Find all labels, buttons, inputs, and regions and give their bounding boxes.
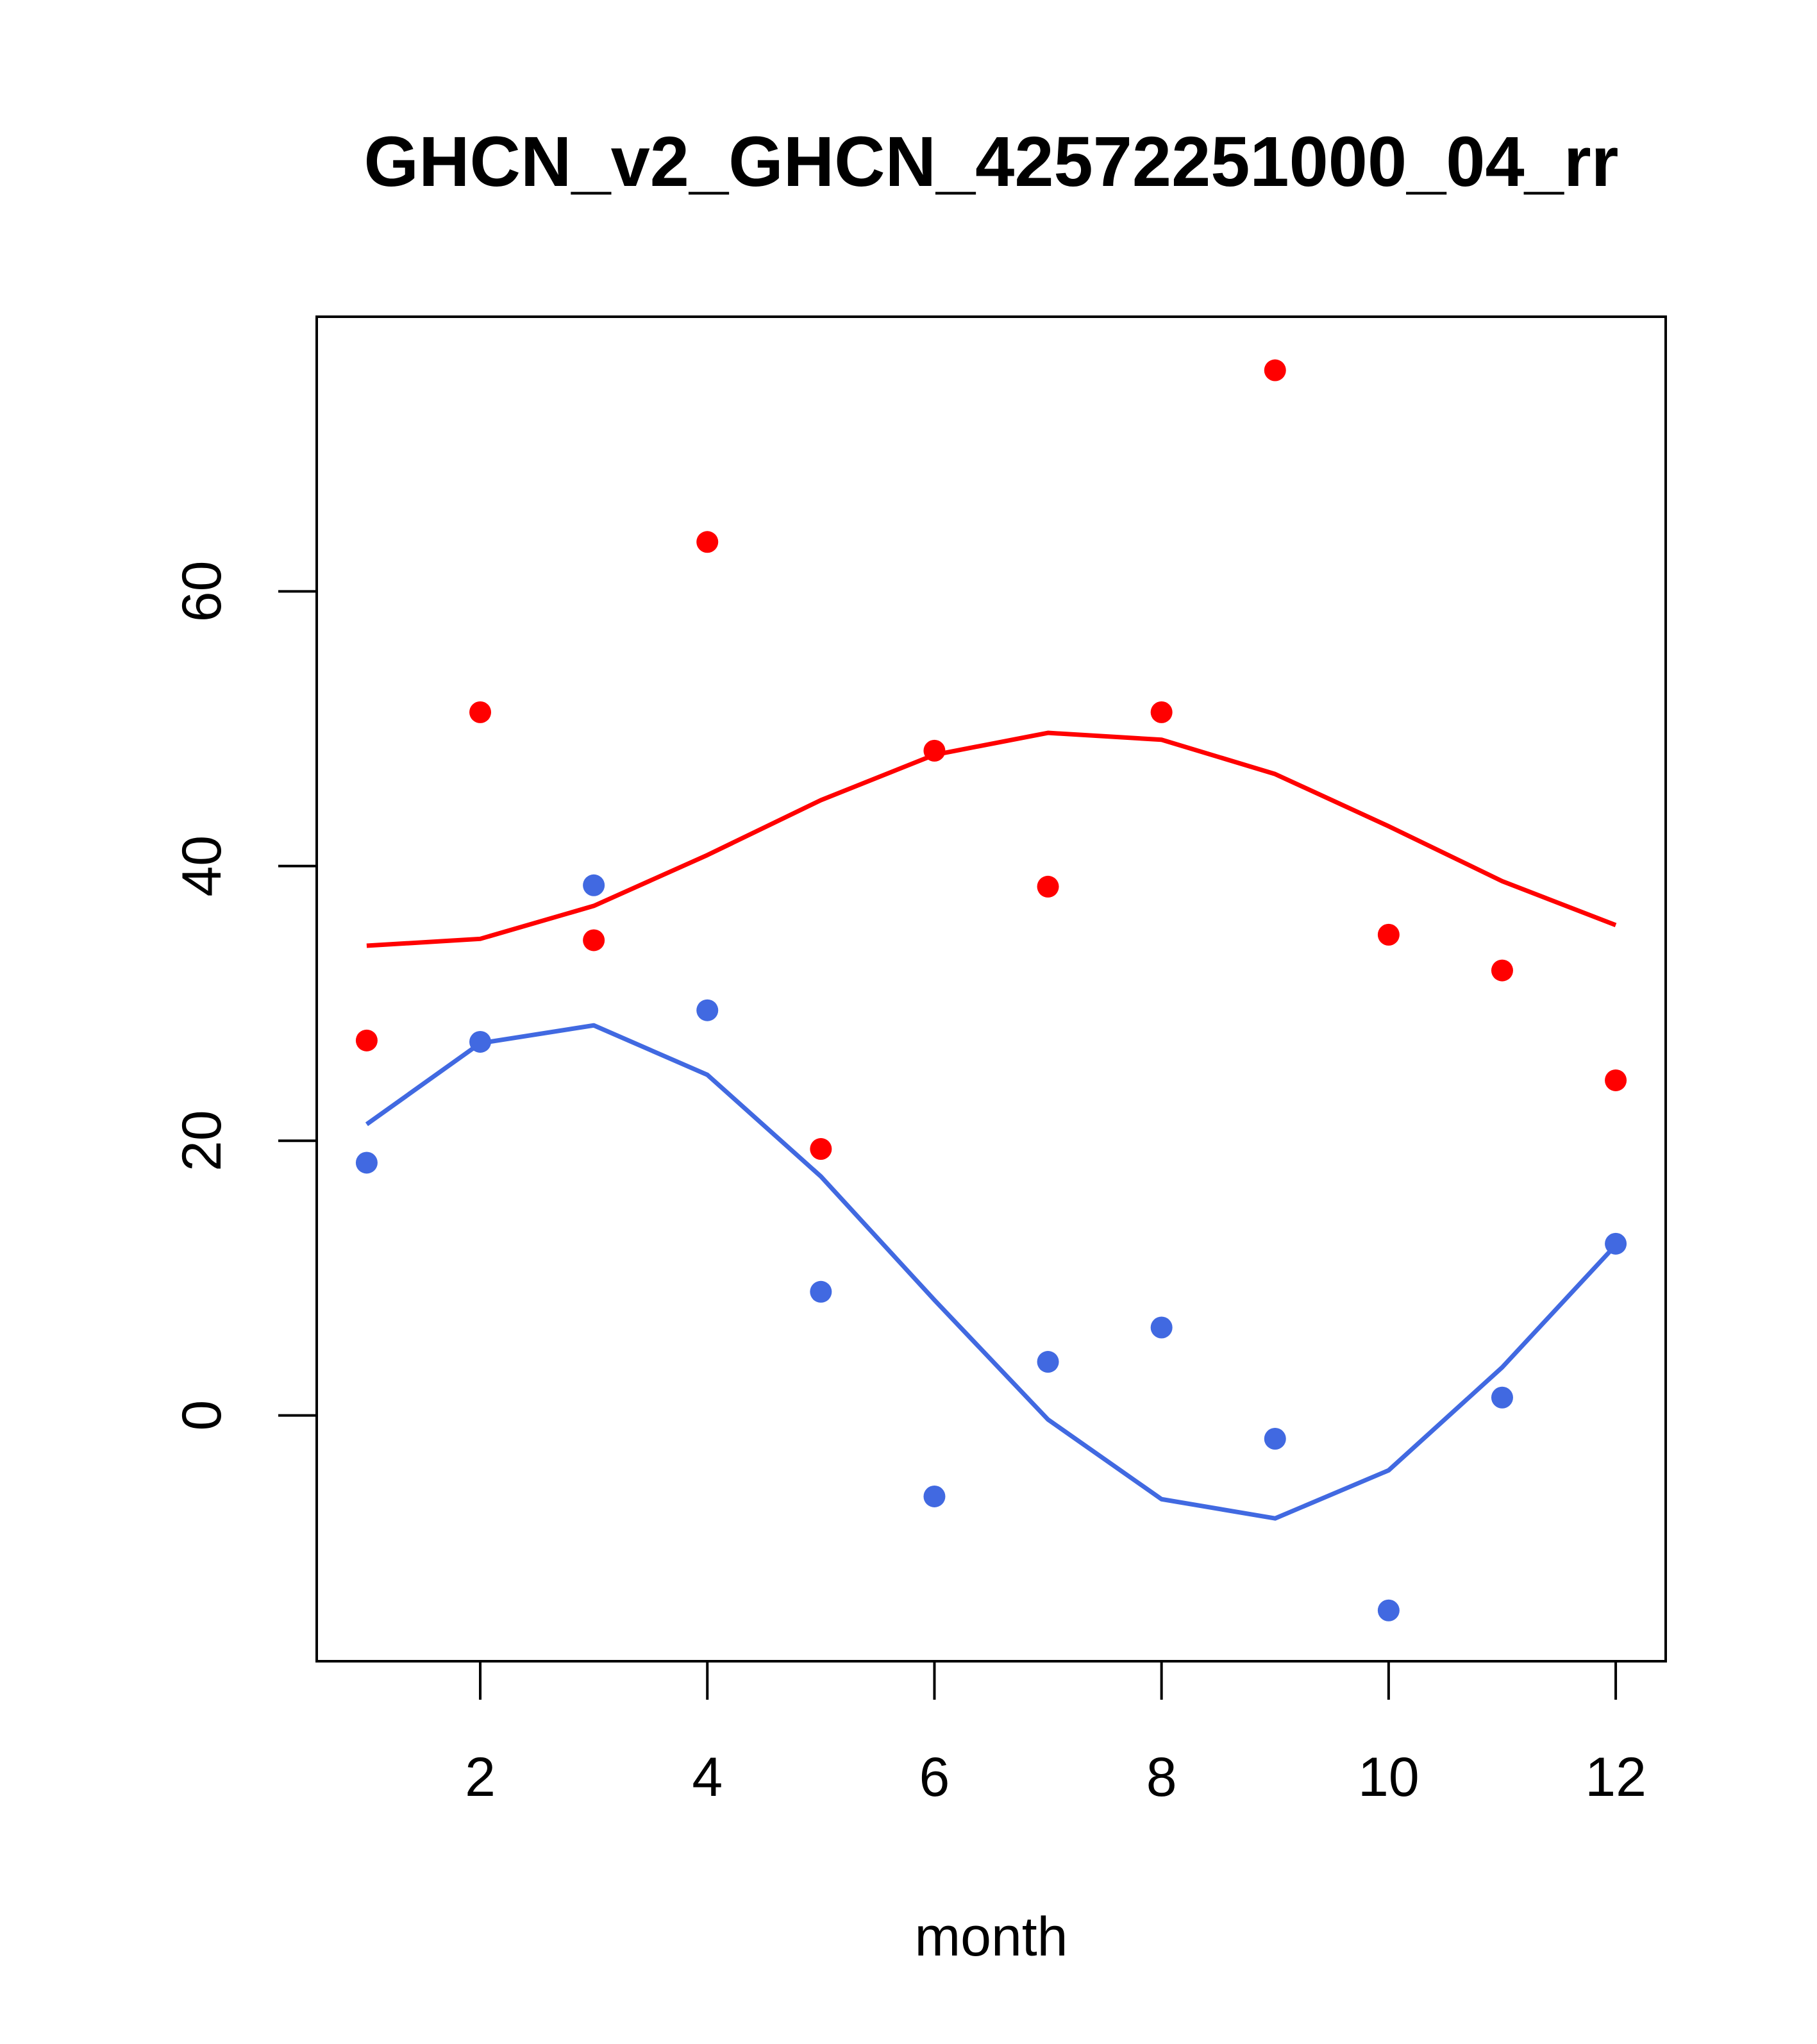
- series-2-point: [1377, 1599, 1400, 1621]
- series-1-point: [1377, 923, 1400, 946]
- series-2-point: [1037, 1351, 1059, 1373]
- series-2-point: [469, 1030, 492, 1053]
- x-tick-label: 4: [692, 1747, 723, 1808]
- series-1-point: [696, 531, 719, 553]
- series-2-point: [583, 874, 605, 896]
- series-1-point: [923, 739, 946, 762]
- series-1-point: [810, 1138, 832, 1160]
- x-tick-label: 6: [919, 1747, 950, 1808]
- y-tick-label: 0: [171, 1400, 233, 1431]
- y-tick-label: 20: [171, 1110, 233, 1171]
- series-2-point: [923, 1485, 946, 1507]
- series-2: [355, 874, 1627, 1621]
- y-axis: 0 20 40 60: [171, 561, 317, 1431]
- series-layer: [355, 359, 1627, 1621]
- series-1-point: [583, 929, 605, 951]
- x-axis: 2 4 6 8 10 12: [465, 1661, 1646, 1808]
- series-2-point: [696, 999, 719, 1021]
- x-tick-label: 10: [1358, 1747, 1419, 1808]
- series-1-point: [1491, 959, 1513, 982]
- series-1-point: [1264, 359, 1286, 381]
- series-2-point: [1150, 1316, 1173, 1339]
- series-1-point: [355, 1029, 378, 1051]
- series-1-point: [1605, 1069, 1627, 1091]
- series-1-point: [1150, 701, 1173, 723]
- x-tick-label: 8: [1146, 1747, 1177, 1808]
- plot-frame: [315, 315, 1667, 1663]
- series-1-line: [366, 730, 1617, 948]
- series-2-point: [1264, 1427, 1286, 1450]
- series-2-point: [810, 1280, 832, 1303]
- y-tick-label: 40: [171, 835, 233, 897]
- x-axis-label: month: [914, 1906, 1068, 1968]
- series-1: [355, 359, 1627, 1160]
- series-2-point: [355, 1152, 378, 1174]
- chart-title: GHCN_v2_GHCN_42572251000_04_rr: [364, 122, 1619, 201]
- series-2-point: [1605, 1232, 1627, 1255]
- series-1-point: [1037, 875, 1059, 898]
- x-tick-label: 12: [1585, 1747, 1646, 1808]
- y-tick-label: 60: [171, 561, 233, 623]
- series-2-line: [365, 1023, 1618, 1521]
- series-2-point: [1491, 1386, 1513, 1409]
- series-1-point: [469, 701, 492, 723]
- x-tick-label: 2: [465, 1747, 496, 1808]
